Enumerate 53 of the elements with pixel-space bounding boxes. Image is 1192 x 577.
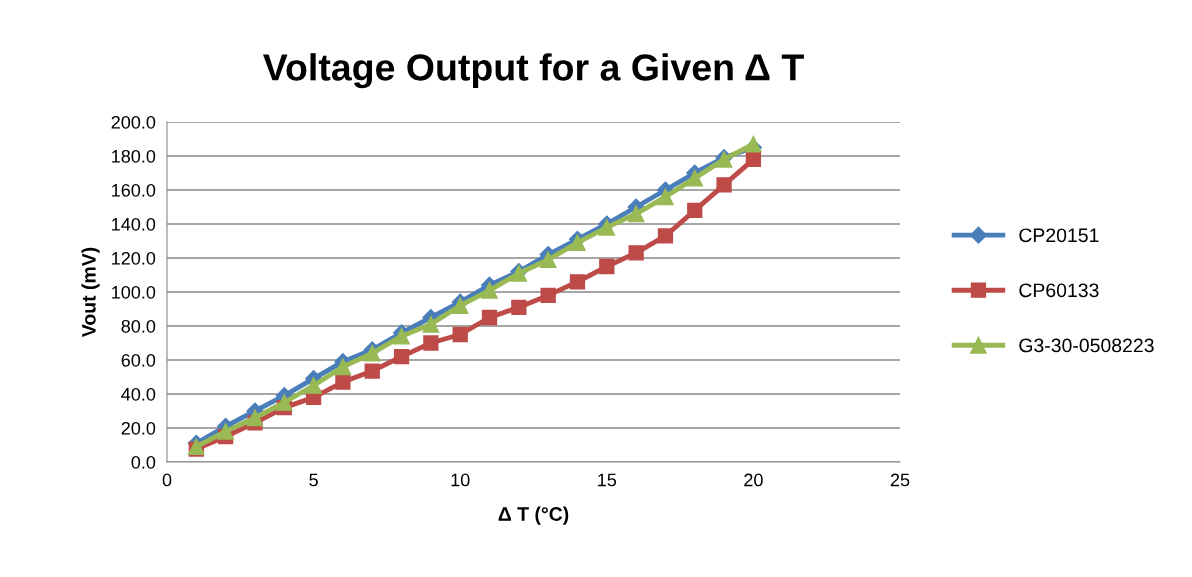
point — [481, 309, 498, 326]
point — [246, 409, 264, 427]
point — [393, 348, 410, 365]
x-tick-label: 20 — [744, 473, 763, 487]
point — [686, 169, 704, 187]
point — [422, 315, 440, 333]
y-tick-label: 100.0 — [112, 285, 156, 299]
y-tick-label: 0.0 — [131, 455, 156, 469]
point — [364, 363, 380, 379]
point — [539, 251, 557, 269]
point — [451, 297, 469, 314]
y-tick-label: 40.0 — [121, 387, 156, 401]
y-tick-label: 160.0 — [112, 183, 156, 197]
y-tick-label: 60.0 — [121, 353, 156, 367]
point — [334, 358, 352, 376]
y-tick-label: 120.0 — [112, 251, 156, 265]
y-tick-label: 80.0 — [121, 319, 156, 333]
x-tick-label: 15 — [598, 473, 617, 487]
y-tick-label: 140.0 — [112, 217, 156, 231]
point — [275, 394, 293, 411]
x-tick-label: 25 — [890, 473, 910, 487]
point — [217, 423, 234, 440]
chart-title: Voltage Output for a Given Δ T — [263, 53, 804, 89]
y-tick-label: 180.0 — [112, 149, 156, 163]
point — [716, 177, 732, 193]
point — [511, 299, 527, 315]
point — [335, 374, 351, 390]
y-tick-label: 20.0 — [121, 421, 156, 435]
point — [627, 205, 645, 223]
x-tick-label: 5 — [309, 473, 318, 487]
point — [628, 245, 644, 261]
point — [745, 135, 762, 153]
point — [540, 287, 556, 304]
point — [657, 228, 674, 244]
point — [423, 335, 439, 351]
y-tick-label: 200.0 — [111, 115, 156, 129]
point — [745, 151, 762, 168]
point — [599, 258, 615, 275]
point — [305, 377, 322, 394]
point — [687, 202, 703, 219]
legend-label: G3-30-0508223 — [1019, 338, 1154, 353]
y-axis-title: Vout (mV) — [81, 247, 100, 338]
legend-label: CP60133 — [1019, 283, 1099, 298]
point — [569, 274, 586, 290]
point — [569, 234, 586, 252]
x-tick-label: 10 — [451, 473, 470, 487]
point — [481, 281, 498, 299]
x-axis-title: Δ T (°C) — [498, 506, 569, 525]
point — [598, 219, 616, 236]
point — [657, 188, 674, 206]
legend-label: CP20151 — [1019, 228, 1099, 243]
point — [452, 326, 468, 343]
x-tick-label: 0 — [162, 473, 172, 487]
